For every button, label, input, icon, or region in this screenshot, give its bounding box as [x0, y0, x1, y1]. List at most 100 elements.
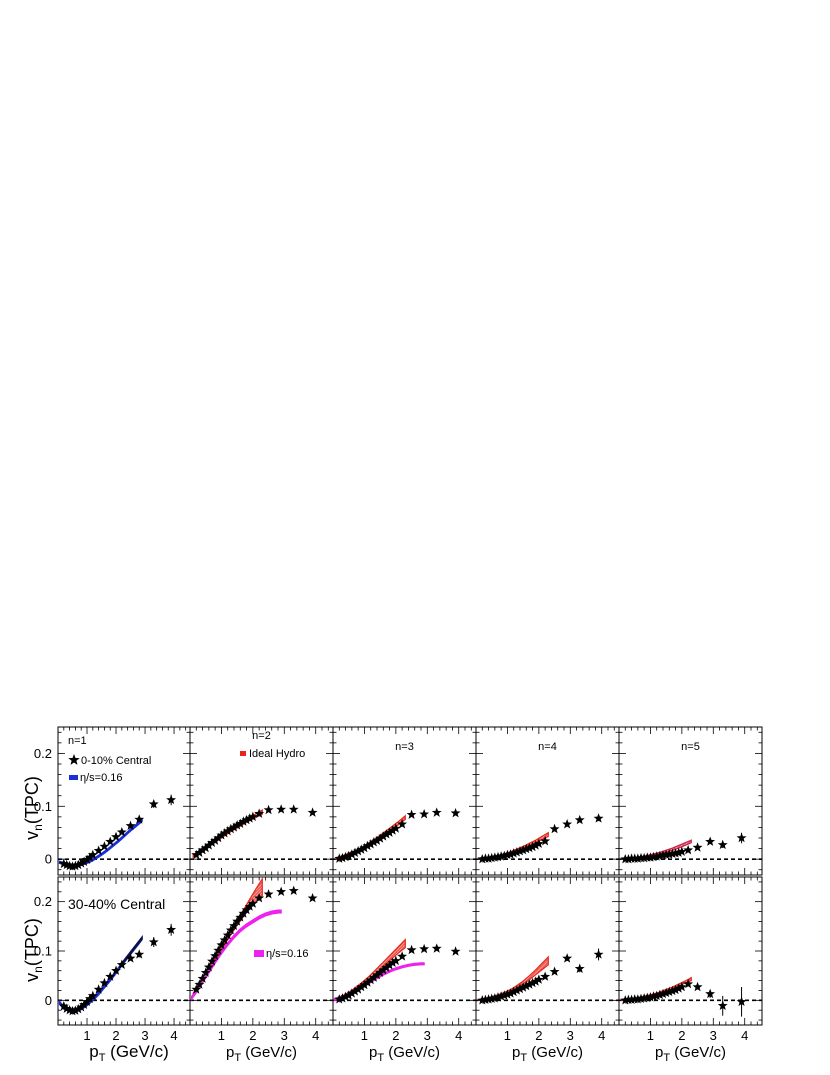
data-point [134, 949, 145, 959]
data-point [384, 827, 395, 837]
band--s-0-16 [121, 935, 143, 967]
data-point [105, 836, 116, 846]
data-point [562, 953, 573, 963]
data-point [419, 943, 430, 954]
data-point [244, 901, 255, 911]
data-point [70, 1005, 81, 1015]
data-point [626, 994, 637, 1005]
data-point [515, 983, 525, 994]
data-point [191, 984, 202, 994]
data-point [549, 966, 560, 976]
data-point [477, 853, 488, 864]
data-point [574, 963, 585, 973]
data-point [521, 843, 532, 854]
x-tick-label: 4 [741, 1028, 748, 1043]
data-point [530, 976, 541, 986]
panel-r0-c0: 0 0.1 0.2 n=1 [34, 726, 191, 876]
data-point [480, 994, 491, 1005]
data-point [524, 979, 535, 989]
data-point [511, 985, 522, 995]
data-point [397, 951, 408, 961]
panel-label-n2: n=2 [252, 730, 271, 742]
data-point [692, 842, 703, 852]
band-ideal-hydro [335, 814, 406, 860]
data-point [406, 809, 417, 819]
data-point [346, 988, 357, 998]
x-axis-title-main: p [512, 1044, 520, 1061]
data-point [82, 854, 92, 864]
data-point [79, 999, 90, 1009]
data-point [99, 977, 110, 988]
data-point [648, 991, 659, 1001]
x-tick-label: 4 [312, 1028, 319, 1043]
y-tick-label: 0 [45, 852, 52, 867]
data-point [508, 848, 519, 858]
data-point [134, 814, 145, 824]
data-point [658, 850, 668, 860]
y-tick-label: 0.1 [34, 799, 52, 814]
data-point [82, 996, 92, 1007]
data-point [334, 994, 345, 1004]
panel-r0-c1: n=2 [189, 726, 334, 876]
data-point [620, 995, 631, 1005]
data-point [419, 809, 430, 819]
data-point [670, 984, 681, 995]
data-point [486, 993, 497, 1004]
x-tick-label: 1 [218, 1028, 225, 1043]
data-point [166, 924, 177, 934]
data-point [125, 953, 136, 963]
data-point [502, 989, 513, 999]
x-axis-title-main: p [369, 1044, 377, 1061]
data-point [58, 1001, 69, 1011]
data-point [372, 969, 382, 980]
legend-viscous-magenta: η/s=0.16 [266, 948, 309, 960]
data-point [362, 977, 373, 987]
data-point [387, 825, 398, 835]
data-point [527, 841, 538, 852]
data-point [639, 993, 650, 1003]
data-point [667, 985, 678, 996]
data-point [213, 945, 224, 955]
x-tick-label: 1 [647, 1028, 654, 1043]
data-point [515, 846, 525, 856]
panel-label-n5: n=5 [681, 741, 700, 753]
data-point [493, 992, 503, 1002]
data-point [197, 973, 208, 983]
x-axis-title: pT (GeV/c) [369, 1044, 440, 1064]
data-point [381, 962, 392, 972]
data-point [116, 826, 127, 837]
panel-r1-c0: 00.10.21 2 3 4pT (GeV/c) [34, 876, 191, 1064]
data-point [593, 813, 604, 823]
data-point [390, 955, 401, 966]
data-point [450, 807, 461, 818]
data-point [505, 849, 516, 859]
data-point [705, 988, 716, 999]
y-axis-title-top-sub: n [31, 824, 45, 831]
legend-magenta-swatch [254, 950, 264, 957]
data-point [372, 835, 382, 845]
legend-viscous-blue: η/s=0.16 [80, 772, 123, 784]
data-point [93, 845, 104, 855]
data-point [232, 916, 243, 926]
data-point [496, 851, 507, 861]
data-point [486, 852, 497, 863]
data-point [125, 820, 136, 831]
data-point [350, 986, 360, 996]
data-point [651, 851, 662, 861]
data-point [194, 979, 205, 989]
data-point [216, 830, 227, 840]
data-point [705, 836, 716, 846]
x-axis-title: pT (GeV/c) [512, 1044, 583, 1064]
data-point [636, 993, 646, 1004]
x-axis-title-suffix: (GeV/c) [241, 1044, 297, 1061]
data-point [365, 839, 376, 849]
x-axis-title: pT (GeV/c) [89, 1042, 169, 1064]
data-point [524, 842, 535, 853]
data-point [667, 848, 678, 859]
x-axis-title: pT (GeV/c) [226, 1044, 297, 1064]
data-point [307, 807, 318, 817]
data-point [232, 820, 243, 830]
data-point [661, 849, 672, 860]
data-point [683, 978, 694, 989]
data-point [229, 920, 239, 931]
